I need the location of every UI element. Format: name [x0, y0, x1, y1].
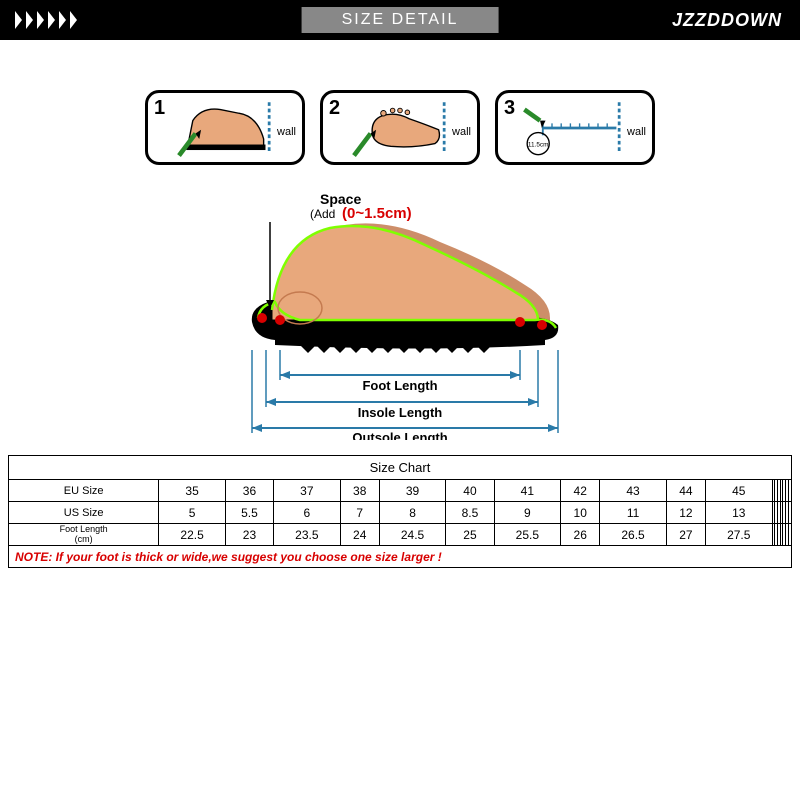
size-chart-table: Size ChartEU Size3536373839404142434445 U… — [8, 455, 792, 568]
step-number: 2 — [329, 97, 340, 120]
size-cell: 36 — [225, 480, 273, 502]
size-cell: 25.5 — [494, 524, 561, 546]
foot-length-label: Foot Length — [362, 378, 437, 393]
header-bar: SIZE DETAIL JZZDDOWN — [0, 0, 800, 40]
size-cell: 8 — [379, 502, 446, 524]
step-3: 3 11.5cm wall — [495, 90, 655, 165]
chevron-icon — [15, 11, 25, 29]
row-header: US Size — [9, 502, 159, 524]
size-cell: 45 — [706, 480, 773, 502]
step-2: 2 wall — [320, 90, 480, 165]
chevron-icon — [26, 11, 36, 29]
chart-note: NOTE: If your foot is thick or wide,we s… — [9, 546, 792, 568]
size-cell: 7 — [340, 502, 379, 524]
add-label: (Add — [310, 207, 335, 221]
size-cell: 6 — [274, 502, 341, 524]
insole-length-label: Insole Length — [358, 405, 443, 420]
wall-label: wall — [627, 126, 646, 138]
size-cell: 41 — [494, 480, 561, 502]
row-header: EU Size — [9, 480, 159, 502]
chevron-icon — [59, 11, 69, 29]
size-cell: 23.5 — [274, 524, 341, 546]
chevron-icon — [70, 11, 80, 29]
size-cell: 13 — [706, 502, 773, 524]
size-cell: 5 — [159, 502, 226, 524]
size-cell: 23 — [225, 524, 273, 546]
size-cell: 12 — [666, 502, 705, 524]
step-number: 1 — [154, 97, 165, 120]
size-cell — [788, 480, 791, 502]
range-label: (0~1.5cm) — [342, 205, 412, 222]
size-cell: 27.5 — [706, 524, 773, 546]
size-cell: 9 — [494, 502, 561, 524]
size-cell: 42 — [561, 480, 600, 502]
size-cell: 11 — [600, 502, 667, 524]
size-cell: 38 — [340, 480, 379, 502]
size-cell: 39 — [379, 480, 446, 502]
brand-logo: JZZDDOWN — [672, 10, 782, 31]
foot-diagram: Space (Add (0~1.5cm) Foot Length Insole … — [0, 190, 800, 440]
size-cell: 24.5 — [379, 524, 446, 546]
size-cell: 26.5 — [600, 524, 667, 546]
wall-label: wall — [277, 126, 296, 138]
wall-label: wall — [452, 126, 471, 138]
size-cell: 25 — [446, 524, 494, 546]
size-cell: 22.5 — [159, 524, 226, 546]
size-cell: 24 — [340, 524, 379, 546]
size-cell: 5.5 — [225, 502, 273, 524]
size-cell: 10 — [561, 502, 600, 524]
chevron-group — [15, 11, 80, 29]
chart-caption: Size Chart — [9, 456, 792, 480]
size-cell: 40 — [446, 480, 494, 502]
size-cell: 44 — [666, 480, 705, 502]
size-cell: 37 — [274, 480, 341, 502]
size-cell: 26 — [561, 524, 600, 546]
chevron-icon — [37, 11, 47, 29]
size-cell — [788, 524, 791, 546]
size-cell: 35 — [159, 480, 226, 502]
outsole-length-label: Outsole Length — [352, 430, 447, 440]
row-header: Foot Length (cm) — [9, 524, 159, 546]
page-title: SIZE DETAIL — [302, 7, 499, 33]
step-1: 1 wall — [145, 90, 305, 165]
size-chart-container: Size ChartEU Size3536373839404142434445 U… — [8, 455, 792, 568]
measure-text: 11.5cm — [528, 141, 549, 148]
size-cell: 8.5 — [446, 502, 494, 524]
size-cell: 27 — [666, 524, 705, 546]
size-cell: 43 — [600, 480, 667, 502]
chevron-icon — [48, 11, 58, 29]
measurement-steps: 1 wall 2 wall 3 — [0, 90, 800, 165]
size-cell — [788, 502, 791, 524]
step-number: 3 — [504, 97, 515, 120]
